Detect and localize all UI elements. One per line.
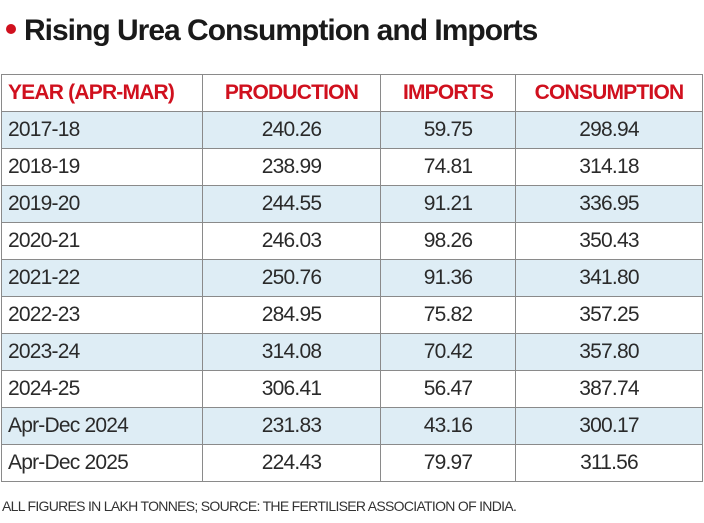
value-cell: 298.94 (515, 111, 703, 149)
year-cell: 2020-21 (1, 222, 203, 260)
year-cell: 2024-25 (1, 370, 203, 408)
value-cell: 75.82 (380, 296, 516, 334)
table-row: 2021-22 250.76 91.36 341.80 (1, 259, 703, 297)
value-cell: 79.97 (380, 444, 516, 482)
value-cell: 357.25 (515, 296, 703, 334)
header-row: YEAR (APR-MAR) PRODUCTION IMPORTS CONSUMPTI… (1, 74, 703, 112)
table-row: Apr-Dec 2025 224.43 79.97 311.56 (1, 444, 703, 482)
value-cell: 70.42 (380, 333, 516, 371)
table-row: 2017-18 240.26 59.75 298.94 (1, 111, 703, 149)
value-cell: 91.21 (380, 185, 516, 223)
page-title: Rising Urea Consumption and Imports (6, 14, 538, 48)
year-cell: Apr-Dec 2024 (1, 407, 203, 445)
year-cell: 2018-19 (1, 148, 203, 186)
year-cell: Apr-Dec 2025 (1, 444, 203, 482)
table-row: 2022-23 284.95 75.82 357.25 (1, 296, 703, 334)
value-cell: 74.81 (380, 148, 516, 186)
data-table: YEAR (APR-MAR) PRODUCTION IMPORTS CONSUMPTI… (1, 74, 703, 482)
column-header: PRODUCTION (202, 74, 381, 112)
value-cell: 246.03 (202, 222, 381, 260)
value-cell: 311.56 (515, 444, 703, 482)
value-cell: 284.95 (202, 296, 381, 334)
value-cell: 314.18 (515, 148, 703, 186)
title-text: Rising Urea Consumption and Imports (24, 14, 538, 47)
value-cell: 336.95 (515, 185, 703, 223)
value-cell: 357.80 (515, 333, 703, 371)
value-cell: 314.08 (202, 333, 381, 371)
value-cell: 387.74 (515, 370, 703, 408)
column-header: IMPORTS (380, 74, 516, 112)
value-cell: 59.75 (380, 111, 516, 149)
value-cell: 341.80 (515, 259, 703, 297)
year-cell: 2023-24 (1, 333, 203, 371)
value-cell: 91.36 (380, 259, 516, 297)
table-row: 2019-20 244.55 91.21 336.95 (1, 185, 703, 223)
table-row: 2024-25 306.41 56.47 387.74 (1, 370, 703, 408)
value-cell: 306.41 (202, 370, 381, 408)
value-cell: 350.43 (515, 222, 703, 260)
value-cell: 43.16 (380, 407, 516, 445)
table-row: 2018-19 238.99 74.81 314.18 (1, 148, 703, 186)
footnote: ALL FIGURES IN LAKH TONNES; SOURCE: THE … (2, 498, 517, 514)
year-cell: 2022-23 (1, 296, 203, 334)
bullet-icon (6, 24, 16, 35)
year-cell: 2017-18 (1, 111, 203, 149)
year-cell: 2021-22 (1, 259, 203, 297)
column-header: YEAR (APR-MAR) (1, 74, 203, 112)
value-cell: 98.26 (380, 222, 516, 260)
value-cell: 244.55 (202, 185, 381, 223)
table-row: Apr-Dec 2024 231.83 43.16 300.17 (1, 407, 703, 445)
value-cell: 56.47 (380, 370, 516, 408)
table-row: 2023-24 314.08 70.42 357.80 (1, 333, 703, 371)
value-cell: 240.26 (202, 111, 381, 149)
year-cell: 2019-20 (1, 185, 203, 223)
value-cell: 224.43 (202, 444, 381, 482)
value-cell: 250.76 (202, 259, 381, 297)
value-cell: 238.99 (202, 148, 381, 186)
column-header: CONSUMPTION (515, 74, 703, 112)
value-cell: 231.83 (202, 407, 381, 445)
table-row: 2020-21 246.03 98.26 350.43 (1, 222, 703, 260)
value-cell: 300.17 (515, 407, 703, 445)
